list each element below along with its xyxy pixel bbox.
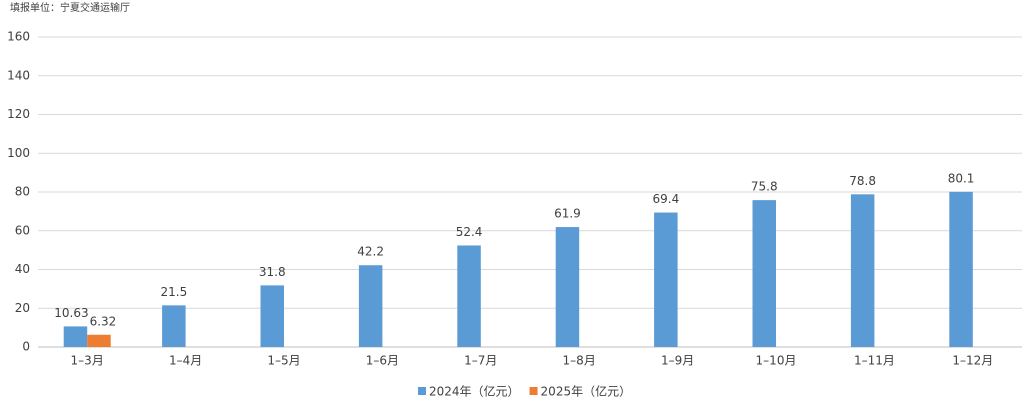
bar [654, 212, 678, 347]
data-label: 69.4 [652, 192, 679, 206]
data-label: 75.8 [751, 180, 778, 194]
data-label: 61.9 [554, 207, 581, 221]
bar [949, 191, 973, 347]
x-tick-label: 1–5月 [267, 354, 300, 368]
y-tick-label: 160 [7, 30, 30, 44]
x-tick-label: 1–3月 [71, 354, 104, 368]
y-tick-label: 20 [15, 301, 30, 315]
x-tick-label: 1–8月 [563, 354, 596, 368]
x-tick-label: 1–9月 [661, 354, 694, 368]
chart-subtitle: 填报单位：宁夏交通运输厅 [10, 1, 130, 14]
x-tick-label: 1–6月 [366, 354, 399, 368]
y-tick-label: 120 [7, 107, 30, 121]
y-tick-label: 60 [15, 223, 30, 237]
data-label: 31.8 [259, 265, 286, 279]
data-label: 80.1 [948, 171, 975, 185]
bar [457, 245, 481, 347]
x-tick-label: 1–11月 [854, 354, 895, 368]
data-label: 52.4 [456, 225, 483, 239]
x-tick-label: 1–10月 [756, 354, 797, 368]
bar [555, 227, 580, 347]
x-tick-label: 1–7月 [464, 354, 497, 368]
data-label: 10.63 [54, 306, 88, 320]
legend-swatch [418, 387, 426, 395]
bar [850, 194, 875, 347]
y-tick-label: 80 [15, 185, 30, 199]
y-tick-label: 0 [22, 340, 30, 354]
x-tick-label: 1–12月 [952, 354, 993, 368]
data-label: 6.32 [90, 314, 117, 328]
y-tick-label: 100 [7, 146, 30, 160]
bar [87, 334, 111, 347]
legend-label: 2025年（亿元） [541, 384, 632, 399]
data-label: 78.8 [849, 174, 876, 188]
legend-label: 2024年（亿元） [429, 384, 520, 399]
bar [358, 265, 383, 347]
bar [260, 285, 284, 347]
x-tick-label: 1–4月 [169, 354, 202, 368]
legend-swatch [529, 387, 538, 395]
data-label: 42.2 [357, 245, 384, 259]
bar [162, 305, 186, 347]
y-tick-label: 40 [15, 262, 30, 276]
y-tick-label: 140 [7, 68, 30, 82]
bar [752, 200, 776, 347]
bar [63, 326, 88, 347]
data-label: 21.5 [160, 285, 187, 299]
